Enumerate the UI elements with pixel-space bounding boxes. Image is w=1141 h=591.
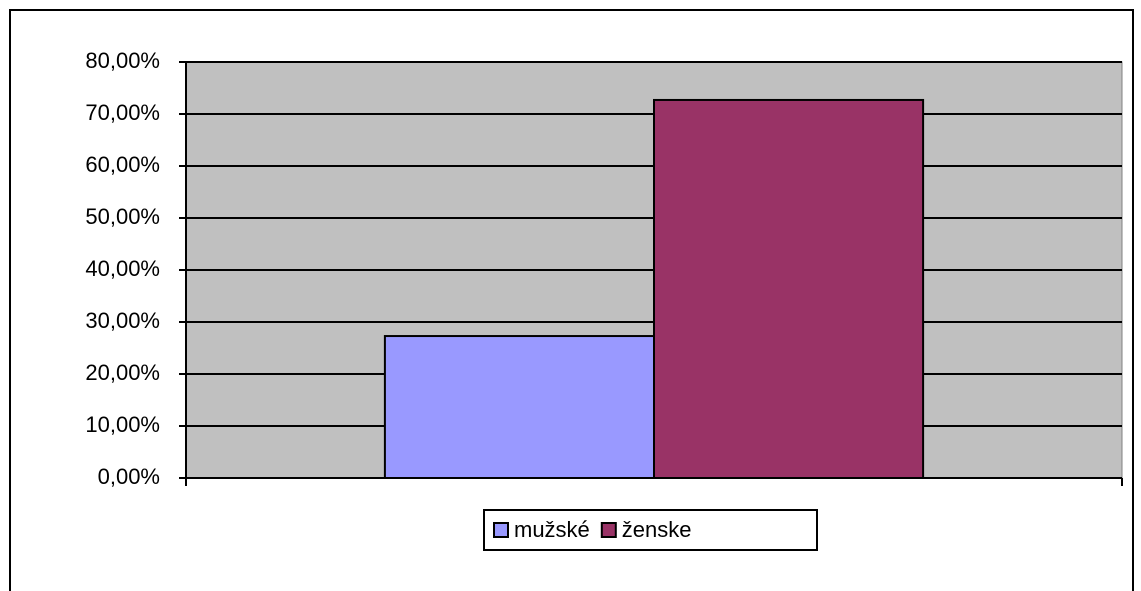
legend-swatch — [493, 522, 509, 538]
y-tick-label: 30,00% — [85, 308, 160, 333]
bar — [383, 335, 655, 480]
y-tick-label: 20,00% — [85, 360, 160, 385]
legend-swatch — [600, 522, 617, 538]
legend-label: mužské — [514, 517, 590, 542]
y-tick-label: 10,00% — [85, 412, 160, 437]
y-tick-label: 80,00% — [85, 48, 160, 73]
bar — [653, 98, 925, 480]
y-tick-label: 70,00% — [85, 100, 160, 125]
legend — [483, 509, 818, 551]
y-tick-label: 50,00% — [85, 204, 160, 229]
y-tick-label: 40,00% — [85, 256, 160, 281]
y-tick-label: 60,00% — [85, 152, 160, 177]
y-tick-label: 0,00% — [98, 464, 160, 489]
legend-label: ženske — [622, 517, 692, 542]
